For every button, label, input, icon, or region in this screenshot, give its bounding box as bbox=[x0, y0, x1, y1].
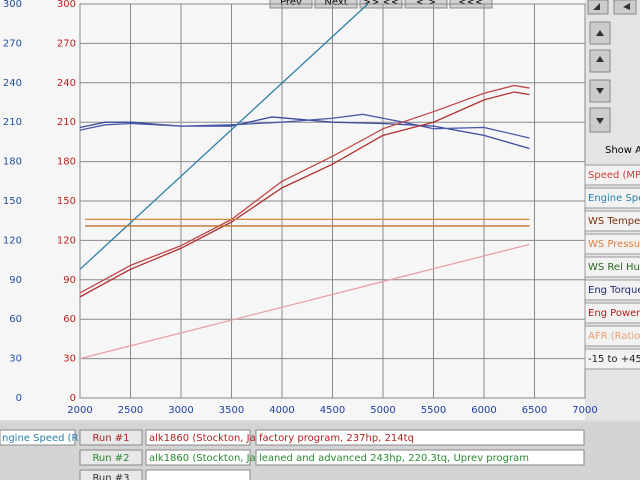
y2-tick-label: 90 bbox=[63, 275, 76, 286]
vehicle: alk1860 (Stockton, Ja bbox=[149, 433, 256, 444]
field bbox=[255, 429, 585, 446]
y-tick-label: 60 bbox=[9, 314, 22, 325]
x-tick-label: 6500 bbox=[522, 405, 547, 416]
y2-tick-label: 180 bbox=[57, 157, 76, 168]
channel-item[interactable] bbox=[584, 233, 640, 255]
y-tick-label: 210 bbox=[3, 117, 22, 128]
run-button[interactable] bbox=[79, 429, 143, 446]
vehicle: alk1860 (Stockton, Ja bbox=[149, 453, 256, 464]
y-tick-label: 150 bbox=[3, 196, 22, 207]
scroll-buttons bbox=[587, 0, 637, 133]
y-tick-label: 180 bbox=[3, 157, 22, 168]
x-tick-label: 4000 bbox=[269, 405, 294, 416]
field bbox=[145, 449, 251, 466]
run-label[interactable]: Run #2 bbox=[92, 453, 129, 464]
series-line bbox=[79, 243, 530, 360]
run-label[interactable]: Run #1 bbox=[92, 433, 129, 444]
y-tick-label: 30 bbox=[9, 354, 22, 365]
run-note: leaned and advanced 243hp, 220.3tq, Upre… bbox=[259, 453, 529, 464]
y-tick-label: 270 bbox=[3, 38, 22, 49]
channel-label[interactable]: Engine Spe bbox=[588, 193, 640, 204]
x-tick-label: 3500 bbox=[219, 405, 244, 416]
y2-tick-label: 0 bbox=[70, 393, 76, 404]
show-all[interactable]: Show Al bbox=[605, 145, 640, 156]
series-line bbox=[79, 116, 530, 150]
channel-item[interactable] bbox=[584, 279, 640, 301]
run-button[interactable] bbox=[79, 449, 143, 466]
channel-label[interactable]: WS Rel Hum bbox=[588, 262, 640, 273]
chart-area bbox=[0, 0, 585, 420]
x-tick-label: 7000 bbox=[572, 405, 597, 416]
y2-tick-label: 60 bbox=[63, 314, 76, 325]
x-tick-label: 2500 bbox=[118, 405, 143, 416]
y2-tick-label: 120 bbox=[57, 235, 76, 246]
x-tick-label: 3000 bbox=[168, 405, 193, 416]
field bbox=[255, 449, 585, 466]
series-line bbox=[79, 3, 369, 270]
series-line bbox=[79, 113, 530, 139]
channel-label[interactable]: AFR (Ratio bbox=[588, 331, 640, 342]
y2-tick-label: 30 bbox=[63, 354, 76, 365]
y-tick-label: 300 bbox=[3, 0, 22, 10]
y-tick-label: 90 bbox=[9, 275, 22, 286]
series-line bbox=[79, 91, 530, 298]
channel-label[interactable]: -15 to +45 (P bbox=[588, 354, 640, 365]
field bbox=[145, 429, 251, 446]
channel-item[interactable] bbox=[584, 325, 640, 347]
y-tick-label: 240 bbox=[3, 78, 22, 89]
channel-item[interactable] bbox=[584, 348, 640, 370]
channel-label[interactable]: WS Pressure bbox=[588, 239, 640, 250]
x-tick-label: 5500 bbox=[421, 405, 446, 416]
channel-item[interactable] bbox=[584, 210, 640, 232]
series-line bbox=[79, 84, 530, 294]
x-tick-label: 5000 bbox=[370, 405, 395, 416]
y-tick-label: 120 bbox=[3, 235, 22, 246]
channel-label[interactable]: Eng Torque bbox=[588, 285, 640, 296]
y2-tick-label: 240 bbox=[57, 78, 76, 89]
x-tick-label: 4500 bbox=[320, 405, 345, 416]
y2-tick-label: 300 bbox=[57, 0, 76, 10]
channel-item[interactable] bbox=[584, 256, 640, 278]
run-button[interactable] bbox=[79, 469, 143, 480]
run-label[interactable]: Run #3 bbox=[92, 473, 129, 480]
y2-tick-label: 210 bbox=[57, 117, 76, 128]
y-tick-label: 0 bbox=[16, 393, 22, 404]
channel-item[interactable] bbox=[584, 187, 640, 209]
run-note: factory program, 237hp, 214tq bbox=[259, 433, 414, 444]
channel-name: ngine Speed (R bbox=[2, 433, 79, 444]
field bbox=[145, 469, 251, 480]
y2-tick-label: 270 bbox=[57, 38, 76, 49]
x-tick-label: 2000 bbox=[67, 405, 92, 416]
channel-item[interactable] bbox=[584, 302, 640, 324]
field bbox=[0, 429, 76, 446]
channel-label[interactable]: Eng Power T bbox=[588, 308, 640, 319]
channel-item[interactable] bbox=[584, 164, 640, 186]
channel-label[interactable]: WS Tempera bbox=[588, 216, 640, 227]
x-tick-label: 6000 bbox=[471, 405, 496, 416]
y2-tick-label: 150 bbox=[57, 196, 76, 207]
channel-label[interactable]: Speed (MPH bbox=[588, 170, 640, 181]
